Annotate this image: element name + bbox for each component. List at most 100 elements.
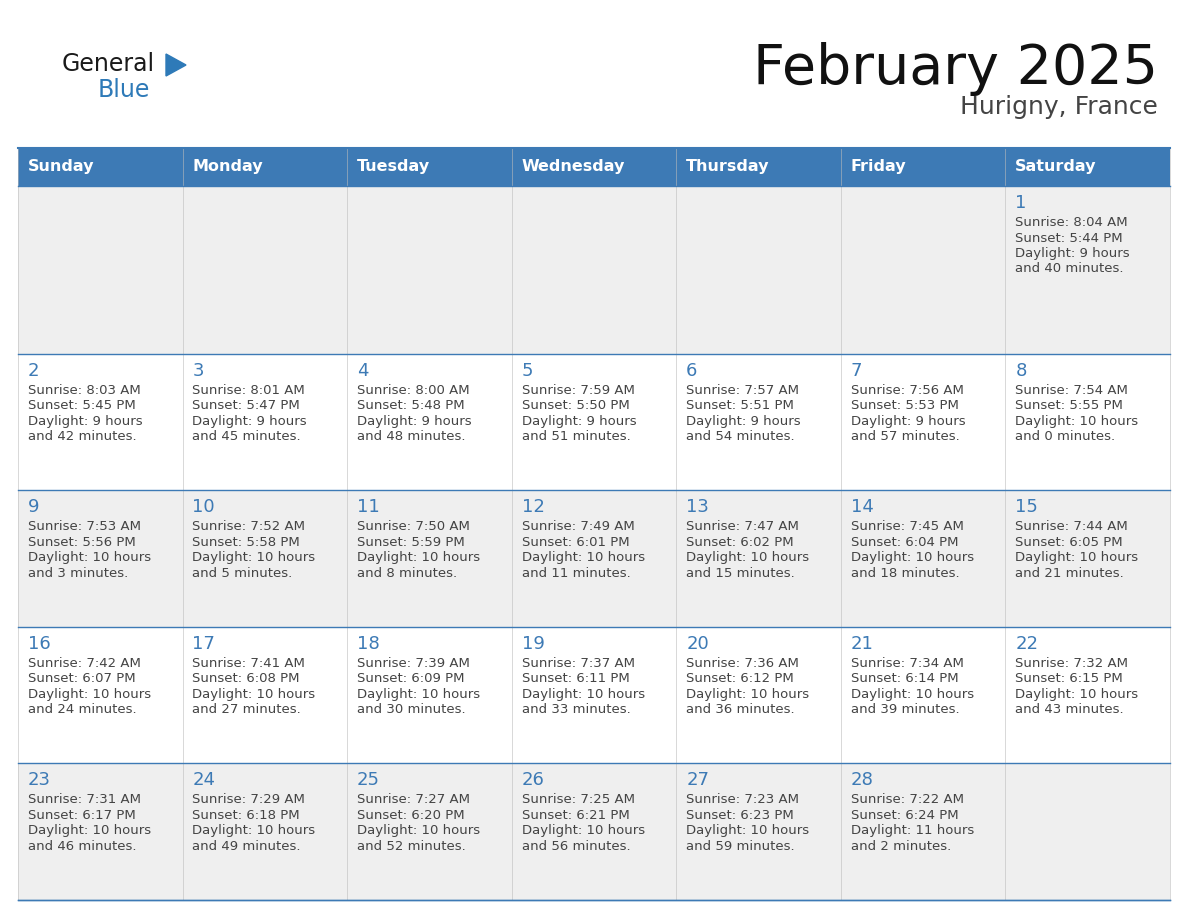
Text: Sunset: 5:47 PM: Sunset: 5:47 PM (192, 399, 301, 412)
Text: Daylight: 10 hours: Daylight: 10 hours (358, 552, 480, 565)
Text: and 30 minutes.: and 30 minutes. (358, 703, 466, 716)
Bar (183, 186, 347, 353)
Text: 12: 12 (522, 498, 544, 516)
Text: Sunrise: 7:56 AM: Sunrise: 7:56 AM (851, 384, 963, 397)
Text: and 42 minutes.: and 42 minutes. (27, 431, 137, 443)
Text: Sunrise: 7:52 AM: Sunrise: 7:52 AM (192, 521, 305, 533)
Text: Daylight: 10 hours: Daylight: 10 hours (687, 552, 809, 565)
Bar (347, 148, 512, 186)
Text: 4: 4 (358, 362, 368, 380)
Text: Sunset: 5:58 PM: Sunset: 5:58 PM (192, 536, 301, 549)
Text: Sunrise: 7:54 AM: Sunrise: 7:54 AM (1016, 384, 1129, 397)
Text: and 0 minutes.: and 0 minutes. (1016, 431, 1116, 443)
Text: and 21 minutes.: and 21 minutes. (1016, 566, 1124, 580)
Text: Thursday: Thursday (687, 160, 770, 174)
Text: Daylight: 10 hours: Daylight: 10 hours (851, 688, 974, 701)
Text: Daylight: 9 hours: Daylight: 9 hours (192, 415, 307, 428)
Bar (18, 148, 183, 186)
Text: Daylight: 9 hours: Daylight: 9 hours (358, 415, 472, 428)
Text: Daylight: 9 hours: Daylight: 9 hours (1016, 247, 1130, 260)
Bar (18, 764, 183, 900)
Bar (18, 186, 183, 353)
Text: Sunrise: 7:32 AM: Sunrise: 7:32 AM (1016, 657, 1129, 670)
Text: Sunrise: 7:49 AM: Sunrise: 7:49 AM (522, 521, 634, 533)
Bar (183, 627, 347, 764)
Bar (183, 764, 347, 900)
Text: Sunrise: 7:27 AM: Sunrise: 7:27 AM (358, 793, 470, 806)
Text: Daylight: 10 hours: Daylight: 10 hours (1016, 415, 1138, 428)
Bar (676, 627, 841, 764)
Text: Sunset: 5:56 PM: Sunset: 5:56 PM (27, 536, 135, 549)
Text: and 46 minutes.: and 46 minutes. (27, 840, 137, 853)
Text: Sunset: 6:12 PM: Sunset: 6:12 PM (687, 672, 794, 686)
Text: 11: 11 (358, 498, 380, 516)
Text: Sunset: 6:09 PM: Sunset: 6:09 PM (358, 672, 465, 686)
Bar (347, 490, 512, 627)
Text: 16: 16 (27, 635, 51, 653)
Text: Sunrise: 7:47 AM: Sunrise: 7:47 AM (687, 521, 800, 533)
Text: Sunrise: 7:34 AM: Sunrise: 7:34 AM (851, 657, 963, 670)
Text: Sunset: 6:21 PM: Sunset: 6:21 PM (522, 809, 630, 822)
Text: Sunset: 5:44 PM: Sunset: 5:44 PM (1016, 231, 1123, 244)
Text: Sunrise: 7:42 AM: Sunrise: 7:42 AM (27, 657, 140, 670)
Text: Daylight: 9 hours: Daylight: 9 hours (27, 415, 143, 428)
Text: Sunrise: 7:53 AM: Sunrise: 7:53 AM (27, 521, 141, 533)
Text: 3: 3 (192, 362, 204, 380)
Text: Sunrise: 7:39 AM: Sunrise: 7:39 AM (358, 657, 470, 670)
Bar (676, 148, 841, 186)
Polygon shape (166, 54, 187, 76)
Text: and 51 minutes.: and 51 minutes. (522, 431, 631, 443)
Text: General: General (62, 52, 156, 76)
Text: and 54 minutes.: and 54 minutes. (687, 431, 795, 443)
Text: Sunrise: 7:23 AM: Sunrise: 7:23 AM (687, 793, 800, 806)
Text: Daylight: 10 hours: Daylight: 10 hours (27, 552, 151, 565)
Text: 2: 2 (27, 362, 39, 380)
Text: Sunrise: 8:03 AM: Sunrise: 8:03 AM (27, 384, 140, 397)
Text: Sunset: 6:01 PM: Sunset: 6:01 PM (522, 536, 630, 549)
Text: Daylight: 10 hours: Daylight: 10 hours (851, 552, 974, 565)
Bar (512, 490, 676, 627)
Text: 19: 19 (522, 635, 544, 653)
Bar (1005, 764, 1170, 900)
Text: Sunset: 6:02 PM: Sunset: 6:02 PM (687, 536, 794, 549)
Bar (512, 148, 676, 186)
Text: February 2025: February 2025 (753, 42, 1158, 96)
Text: Daylight: 10 hours: Daylight: 10 hours (192, 552, 316, 565)
Text: 21: 21 (851, 635, 873, 653)
Text: Tuesday: Tuesday (358, 160, 430, 174)
Text: Sunset: 6:23 PM: Sunset: 6:23 PM (687, 809, 794, 822)
Text: and 40 minutes.: and 40 minutes. (1016, 263, 1124, 275)
Text: and 11 minutes.: and 11 minutes. (522, 566, 631, 580)
Text: Sunrise: 7:44 AM: Sunrise: 7:44 AM (1016, 521, 1129, 533)
Bar (347, 186, 512, 353)
Text: 17: 17 (192, 635, 215, 653)
Text: 22: 22 (1016, 635, 1038, 653)
Text: Sunset: 6:04 PM: Sunset: 6:04 PM (851, 536, 959, 549)
Bar (18, 353, 183, 490)
Text: Daylight: 9 hours: Daylight: 9 hours (851, 415, 966, 428)
Bar (347, 353, 512, 490)
Text: Daylight: 10 hours: Daylight: 10 hours (687, 824, 809, 837)
Text: 27: 27 (687, 771, 709, 789)
Text: Monday: Monday (192, 160, 263, 174)
Text: Sunrise: 7:31 AM: Sunrise: 7:31 AM (27, 793, 141, 806)
Bar (841, 490, 1005, 627)
Text: Sunset: 6:14 PM: Sunset: 6:14 PM (851, 672, 959, 686)
Bar (512, 186, 676, 353)
Text: Friday: Friday (851, 160, 906, 174)
Bar (841, 627, 1005, 764)
Bar (347, 627, 512, 764)
Text: 1: 1 (1016, 194, 1026, 212)
Text: and 52 minutes.: and 52 minutes. (358, 840, 466, 853)
Text: and 36 minutes.: and 36 minutes. (687, 703, 795, 716)
Text: and 33 minutes.: and 33 minutes. (522, 703, 631, 716)
Text: 23: 23 (27, 771, 51, 789)
Text: and 39 minutes.: and 39 minutes. (851, 703, 960, 716)
Bar (1005, 186, 1170, 353)
Text: 6: 6 (687, 362, 697, 380)
Text: Daylight: 10 hours: Daylight: 10 hours (192, 688, 316, 701)
Text: Sunset: 5:45 PM: Sunset: 5:45 PM (27, 399, 135, 412)
Text: Daylight: 10 hours: Daylight: 10 hours (1016, 552, 1138, 565)
Text: 18: 18 (358, 635, 380, 653)
Text: Daylight: 10 hours: Daylight: 10 hours (522, 552, 645, 565)
